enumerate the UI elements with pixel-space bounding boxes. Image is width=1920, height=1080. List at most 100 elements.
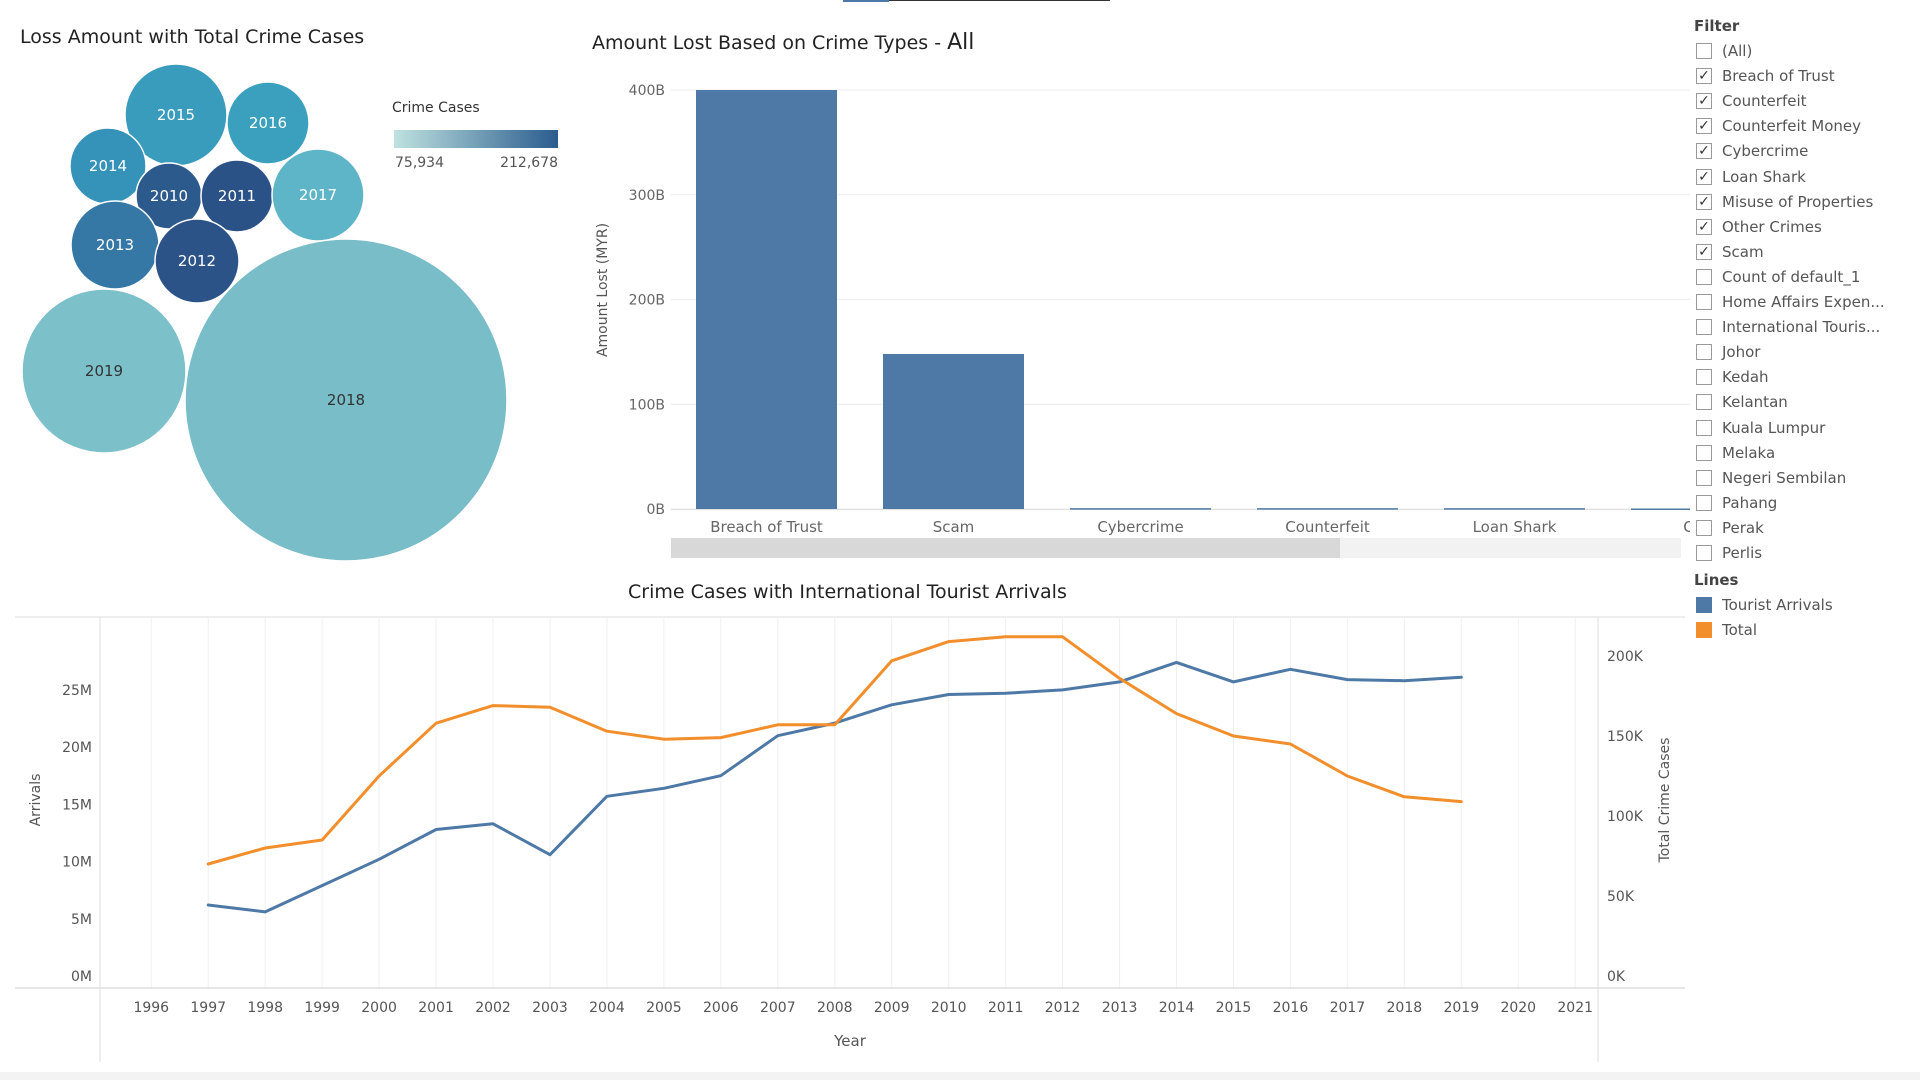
filter-item-johor[interactable]: Johor — [1696, 341, 1760, 363]
filter-item-breach-of-trust[interactable]: ✓ Breach of Trust — [1696, 65, 1835, 87]
bar-y-tick: 0B — [646, 502, 665, 518]
filter-item-counterfeit-money[interactable]: ✓ Counterfeit Money — [1696, 115, 1861, 137]
filter-item-cybercrime[interactable]: ✓ Cybercrime — [1696, 140, 1808, 162]
series-line-total[interactable] — [206, 635, 1463, 866]
filter-item-scam[interactable]: ✓ Scam — [1696, 241, 1764, 263]
lines-legend-item[interactable]: Total — [1696, 619, 1757, 641]
checkbox-checked[interactable]: ✓ — [1696, 193, 1712, 210]
bubble-2013[interactable]: 2013 — [70, 200, 160, 290]
checkbox[interactable] — [1696, 394, 1712, 411]
bubble-label: 2017 — [299, 186, 337, 204]
bar-counterfeit[interactable] — [1257, 508, 1398, 510]
checkbox[interactable] — [1696, 494, 1712, 511]
filter-item-label: (All) — [1722, 42, 1753, 60]
lines-legend-label: Total — [1722, 621, 1758, 639]
filter-item-label: Perlis — [1722, 544, 1763, 562]
bubble-label: 2018 — [327, 391, 365, 409]
bubble-label: 2014 — [89, 157, 127, 175]
checkbox-checked[interactable]: ✓ — [1696, 93, 1712, 110]
bar-breach-of-trust[interactable] — [696, 90, 837, 509]
line-x-tick: 1999 — [304, 1000, 340, 1016]
bubble-circle[interactable] — [21, 288, 187, 454]
checkbox[interactable] — [1696, 344, 1712, 361]
checkbox[interactable] — [1696, 369, 1712, 386]
lines-legend-label: Tourist Arrivals — [1722, 596, 1833, 614]
color-legend-gradient — [394, 130, 558, 148]
bar-othe[interactable] — [1631, 508, 1690, 510]
filter-item-count-of-default-1[interactable]: Count of default_1 — [1696, 266, 1860, 288]
bubble-label: 2015 — [157, 106, 195, 124]
filter-item-label: Negeri Sembilan — [1722, 468, 1847, 487]
filter-item-perak[interactable]: Perak — [1696, 517, 1764, 539]
filter-item-kuala-lumpur[interactable]: Kuala Lumpur — [1696, 417, 1825, 439]
bar-chart: 400B 300B 200B 100B 0B Breach of Trust Scam Cy… — [595, 83, 1690, 558]
filter-item-negeri-sembilan[interactable]: Negeri Sembilan — [1696, 467, 1846, 489]
checkbox[interactable] — [1696, 444, 1712, 461]
bubble-2015[interactable]: 2015 — [124, 63, 228, 167]
bar-y-tick: 300B — [629, 188, 665, 204]
line-x-tick: 2001 — [418, 1000, 454, 1016]
filter-item-all[interactable]: (All) — [1696, 40, 1752, 62]
filter-item-home-affairs-expen[interactable]: Home Affairs Expen... — [1696, 291, 1885, 313]
checkbox[interactable] — [1696, 268, 1712, 285]
line-y-tick-left: 0M — [71, 969, 92, 985]
filter-item-loan-shark[interactable]: ✓ Loan Shark — [1696, 166, 1806, 188]
bubble-2019[interactable]: 2019 — [21, 288, 187, 454]
checkbox-checked[interactable]: ✓ — [1696, 168, 1712, 185]
bar-loan-shark[interactable] — [1444, 508, 1585, 510]
bar-y-tick: 100B — [629, 397, 665, 413]
checkbox[interactable] — [1696, 519, 1712, 536]
filter-item-label: Other Crimes — [1722, 217, 1822, 236]
bubble-circle[interactable] — [184, 238, 508, 562]
bar-y-tick: 400B — [629, 83, 665, 99]
filter-item-kelantan[interactable]: Kelantan — [1696, 391, 1788, 413]
line-x-tick: 1996 — [133, 1000, 169, 1016]
line-x-tick: 1997 — [190, 1000, 226, 1016]
filter-item-label: Pahang — [1722, 493, 1778, 512]
lines-legend-item[interactable]: Tourist Arrivals — [1696, 594, 1833, 616]
filter-item-misuse-of-properties[interactable]: ✓ Misuse of Properties — [1696, 191, 1873, 213]
bubble-2014[interactable]: 2014 — [69, 127, 147, 205]
checkbox[interactable] — [1696, 319, 1712, 336]
filter-item-melaka[interactable]: Melaka — [1696, 442, 1775, 464]
checkbox[interactable] — [1696, 294, 1712, 310]
filter-item-pahang[interactable]: Pahang — [1696, 492, 1777, 514]
line-y-tick-right: 150K — [1607, 729, 1644, 745]
checkbox-checked[interactable]: ✓ — [1696, 143, 1712, 160]
bar-scam[interactable] — [883, 353, 1024, 509]
filter-item-label: Misuse of Properties — [1722, 192, 1874, 211]
line-x-tick: 2006 — [703, 1000, 739, 1016]
filter-item-international-touris[interactable]: International Touris... — [1696, 316, 1880, 338]
checkbox-checked[interactable]: ✓ — [1696, 68, 1712, 85]
bubble-2018[interactable]: 2018 — [184, 238, 508, 562]
bubble-label: 2016 — [249, 114, 287, 132]
filter-item-label: Kelantan — [1722, 393, 1788, 412]
filter-item-label: Kuala Lumpur — [1722, 418, 1826, 437]
bubble-2017[interactable]: 2017 — [271, 148, 365, 242]
filter-item-counterfeit[interactable]: ✓ Counterfeit — [1696, 90, 1807, 112]
bar-y-tick: 200B — [629, 293, 665, 309]
checkbox-checked[interactable]: ✓ — [1696, 218, 1712, 235]
filter-item-label: Cybercrime — [1722, 142, 1809, 161]
checkbox[interactable] — [1696, 545, 1712, 561]
bubble-2016[interactable]: 2016 — [226, 81, 310, 165]
line-x-tick: 2004 — [589, 1000, 625, 1016]
line-y-tick-left: 5M — [71, 912, 92, 928]
line-chart-title: Crime Cases with International Tourist A… — [628, 581, 1067, 603]
bar-scrollbar-thumb[interactable] — [671, 538, 1340, 558]
checkbox-checked[interactable]: ✓ — [1696, 118, 1712, 135]
line-y-tick-right: 100K — [1607, 809, 1644, 825]
filter-item-kedah[interactable]: Kedah — [1696, 366, 1769, 388]
checkbox[interactable] — [1696, 469, 1712, 486]
filter-item-perlis[interactable]: Perlis — [1696, 542, 1762, 564]
checkbox[interactable] — [1696, 43, 1712, 59]
bubble-2012[interactable]: 2012 — [154, 218, 240, 304]
bubble-circle[interactable] — [226, 81, 310, 165]
checkbox[interactable] — [1696, 419, 1712, 436]
checkbox-checked[interactable]: ✓ — [1696, 243, 1712, 260]
bubble-circle[interactable] — [154, 218, 240, 304]
bar-cybercrime[interactable] — [1070, 508, 1211, 510]
filter-item-other-crimes[interactable]: ✓ Other Crimes — [1696, 216, 1822, 238]
bottom-status-strip — [0, 1072, 1920, 1080]
bar-x-tick: Othe — [1683, 518, 1690, 536]
